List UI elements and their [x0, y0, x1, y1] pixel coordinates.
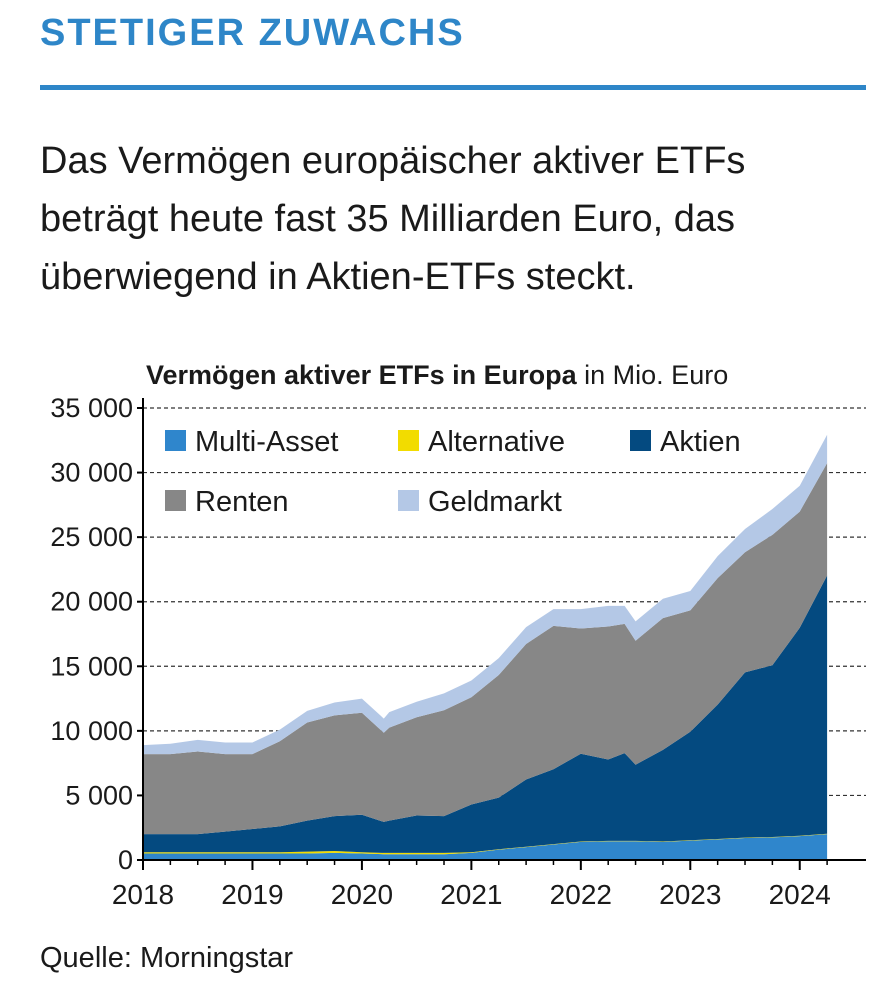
headline: Das Vermögen europäischer aktiver ETFs b…: [40, 140, 746, 298]
chart-title: Vermögen aktiver ETFs in Europa: [146, 360, 577, 390]
legend-swatch-aktien: [630, 430, 651, 451]
y-tick-label-30000: 30 000: [50, 458, 133, 488]
area-multi-asset: [143, 834, 828, 860]
legend-label-alternative: Alternative: [428, 426, 565, 458]
legend-label-renten: Renten: [195, 486, 289, 518]
x-tick-label-2020: 2020: [331, 879, 393, 910]
stacked-area-chart: 0 5 000 10 000 15 000 20 000 25 000 30 000 35 0…: [50, 393, 866, 910]
header-rule: [40, 85, 866, 90]
chart-title-block: Vermögen aktiver ETFs in Europa in Mio. …: [146, 360, 728, 391]
x-tick-label-2022: 2022: [550, 879, 612, 910]
legend-label-aktien: Aktien: [660, 426, 741, 458]
kicker-title: STETIGER ZUWACHS: [40, 12, 465, 54]
area-geldmarkt: [143, 434, 828, 755]
y-tick-label-15000: 15 000: [50, 651, 133, 681]
x-tick-label-2023: 2023: [659, 879, 721, 910]
area-renten: [143, 463, 828, 835]
x-tick-label-2019: 2019: [221, 879, 283, 910]
area-aktien: [143, 575, 828, 853]
source-note: Quelle: Morningstar: [40, 942, 294, 974]
x-tick-label-2024: 2024: [769, 879, 831, 910]
y-tick-label-10000: 10 000: [50, 716, 133, 746]
legend-label-geldmarkt: Geldmarkt: [428, 486, 562, 518]
y-tick-label-35000: 35 000: [50, 393, 133, 423]
legend-swatch-renten: [165, 490, 186, 511]
y-tick-label-20000: 20 000: [50, 587, 133, 617]
y-tick-label-0: 0: [118, 845, 133, 875]
y-tick-label-25000: 25 000: [50, 522, 133, 552]
legend-label-multi-asset: Multi-Asset: [195, 426, 338, 458]
x-tick-label-2021: 2021: [440, 879, 502, 910]
legend-swatch-alternative: [398, 430, 419, 451]
x-tick-label-2018: 2018: [112, 879, 174, 910]
y-tick-label-5000: 5 000: [65, 780, 133, 810]
legend-swatch-geldmarkt: [398, 490, 419, 511]
chart-unit: in Mio. Euro: [584, 360, 729, 390]
legend-swatch-multi-asset: [165, 430, 186, 451]
